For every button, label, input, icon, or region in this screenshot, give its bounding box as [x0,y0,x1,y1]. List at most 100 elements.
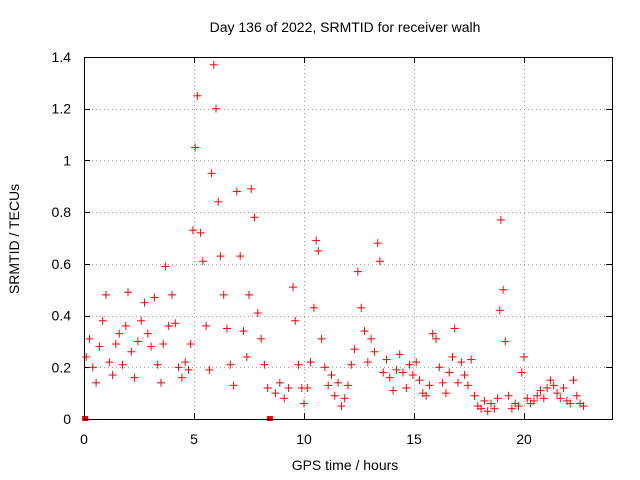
data-point [226,360,235,369]
data-point [327,371,336,380]
data-point [457,358,466,367]
data-point [435,363,444,372]
data-point [569,376,578,385]
data-point [347,360,356,369]
data-point [118,360,127,369]
data-point [507,404,516,413]
data-point [495,306,504,315]
data-point [137,316,146,325]
data-point [499,285,508,294]
data-point [520,352,528,361]
data-point [108,371,117,380]
data-point [553,389,561,398]
data-point [309,303,318,312]
data-point [334,378,343,387]
data-point [536,386,545,395]
data-point [130,373,139,382]
data-point [448,352,457,361]
data-point [191,143,200,152]
data-point [546,376,555,385]
data-point [340,394,349,403]
data-point [408,371,417,380]
x-tick-label: 5 [190,431,198,447]
data-point [92,378,101,387]
data-point [504,391,513,400]
data-point [487,399,495,408]
data-point [236,252,245,261]
y-axis-title: SRMTID / TECUs [6,184,22,294]
data-point [306,358,315,367]
data-point [177,373,186,382]
data-point [223,324,231,333]
data-point [543,383,552,392]
data-point [392,365,401,374]
chart-title: Day 136 of 2022, SRMTID for receiver wal… [210,19,481,35]
data-point [196,228,205,237]
data-point [209,60,218,69]
data-point [501,337,510,346]
data-point [379,368,388,377]
data-point [263,383,272,392]
data-point [216,252,225,261]
data-point [280,394,289,403]
data-point [198,257,207,266]
data-point [250,213,259,222]
data-point [533,391,542,400]
data-point [395,350,404,359]
data-point [523,394,532,403]
data-point [174,363,183,372]
data-point [300,399,308,408]
data-point [289,283,297,292]
data-point [247,184,256,193]
data-point [367,334,376,343]
data-point [445,368,454,377]
data-point [360,327,369,336]
data-point [357,303,366,312]
data-point [320,363,329,372]
data-point [168,290,176,299]
data-point [382,355,391,364]
data-point [454,378,462,387]
x-tick-label: 15 [406,431,422,447]
data-point [140,298,149,307]
data-point [432,334,440,343]
data-point [161,262,170,271]
data-point [121,321,130,330]
data-point [402,383,411,392]
y-tick-label: 1.2 [52,101,72,117]
data-point [344,381,352,390]
data-point [88,363,97,372]
data-point [438,378,447,387]
data-point [460,371,469,380]
y-tick-label: 0.4 [52,308,72,324]
data-point [480,396,489,405]
data-point [181,358,190,367]
x-tick-label: 20 [516,431,532,447]
data-point [212,104,220,113]
grid-lines [84,57,612,419]
data-point [232,187,241,196]
y-tick-label: 0.8 [52,204,72,220]
data-point [271,389,280,398]
data-point [477,404,486,413]
data-point [115,329,124,338]
data-point [312,236,321,245]
data-point [450,324,459,333]
data-point [579,402,588,411]
data-point [389,386,398,395]
gap-marker [82,416,89,421]
data-point [549,381,558,390]
data-point [164,321,173,330]
y-tick-label: 0 [63,411,71,427]
data-point [467,355,476,364]
data-point [556,394,565,403]
y-tick-label: 0.6 [52,256,72,272]
data-point [330,391,339,400]
data-point [314,246,323,255]
data-point [566,399,575,408]
data-point [422,391,431,400]
data-point [529,396,538,405]
data-point [207,169,216,178]
